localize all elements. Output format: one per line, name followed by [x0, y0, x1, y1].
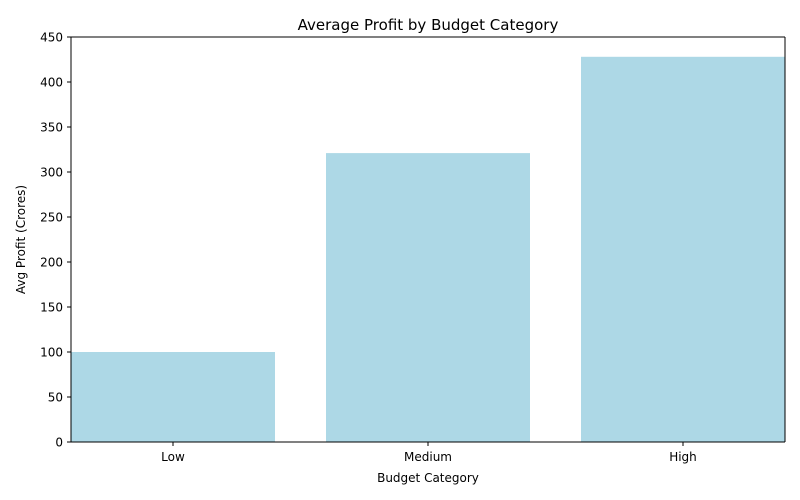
bars-group — [71, 56, 785, 443]
y-tick-label: 0 — [55, 436, 63, 450]
chart-title: Average Profit by Budget Category — [298, 16, 559, 34]
bar-medium — [326, 153, 530, 442]
x-axis-label: Budget Category — [377, 471, 479, 485]
y-tick-label: 50 — [48, 391, 63, 405]
y-tick-label: 450 — [40, 31, 63, 45]
y-axis-label: Avg Profit (Crores) — [14, 185, 28, 294]
x-tick-label: Low — [161, 450, 185, 464]
y-tick-label: 350 — [40, 121, 63, 135]
y-axis-ticks: 0 50 100 150 200 250 300 350 400 450 — [40, 31, 71, 450]
y-tick-label: 200 — [40, 256, 63, 270]
y-tick-label: 100 — [40, 346, 63, 360]
y-tick-label: 300 — [40, 166, 63, 180]
y-tick-label: 250 — [40, 211, 63, 225]
y-tick-label: 150 — [40, 301, 63, 315]
y-tick-label: 400 — [40, 76, 63, 90]
bar-low — [71, 352, 275, 442]
x-axis-ticks: Low Medium High — [161, 442, 697, 464]
x-tick-label: Medium — [404, 450, 452, 464]
bar-high — [581, 56, 785, 443]
x-tick-label: High — [669, 450, 697, 464]
